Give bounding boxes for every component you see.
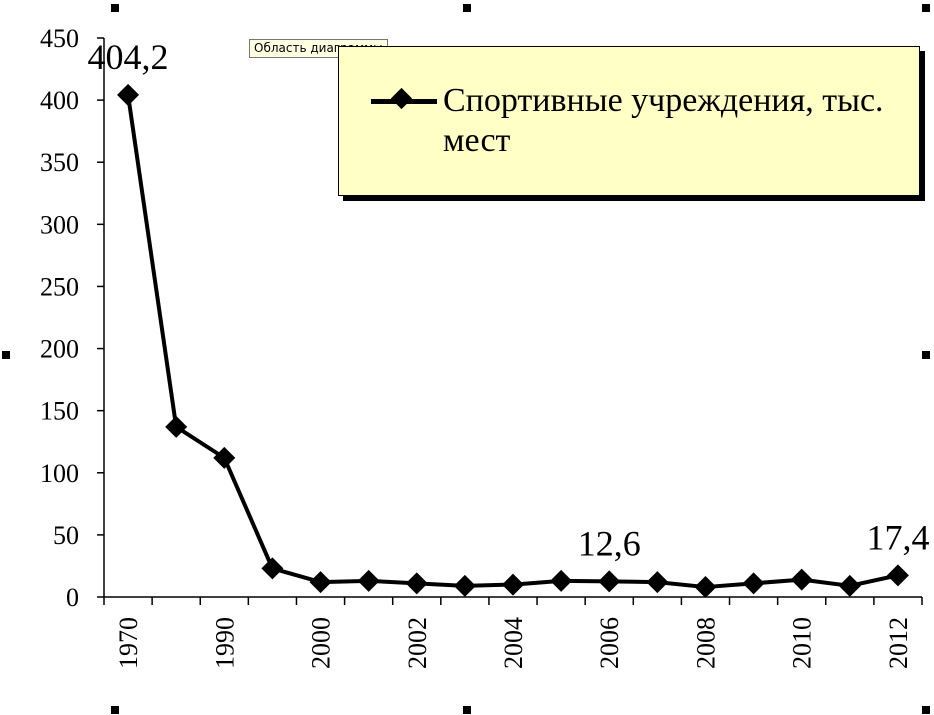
series-layer (117, 83, 909, 599)
y-tick-label: 50 (53, 521, 79, 550)
selection-handle (922, 706, 930, 714)
data-label: 12,6 (578, 523, 641, 563)
y-tick-label: 0 (66, 583, 79, 612)
data-label: 17,4 (866, 517, 929, 557)
data-point-marker (790, 568, 813, 591)
y-tick-label: 200 (40, 335, 79, 364)
x-tick-label: 2004 (499, 617, 528, 669)
y-tick-label: 100 (40, 459, 79, 488)
data-point-marker (261, 557, 284, 580)
data-point-marker (117, 83, 140, 106)
selection-handle (111, 4, 119, 12)
data-point-marker (646, 571, 669, 594)
x-tick-label: 2006 (595, 617, 624, 669)
x-tick-label: 1990 (210, 617, 239, 669)
data-point-marker (838, 574, 861, 597)
x-tick-label: 2008 (691, 617, 720, 669)
selection-handle (111, 706, 119, 714)
data-point-marker (357, 569, 380, 592)
y-tick-label: 350 (40, 148, 79, 177)
axes (97, 37, 923, 605)
legend-label: Спортивные учреждения, тыс. мест (443, 82, 884, 159)
x-tick-label: 1970 (114, 617, 143, 669)
y-tick-label: 300 (40, 210, 79, 239)
legend[interactable]: Спортивные учреждения, тыс. мест (338, 46, 920, 196)
y-tick-label: 450 (40, 24, 79, 53)
x-tick-label: 2002 (403, 617, 432, 669)
legend-diamond-marker-icon (390, 87, 413, 110)
x-tick-label: 2012 (884, 617, 913, 669)
data-point-marker (165, 415, 188, 438)
selection-handle (922, 4, 930, 12)
y-tick-label: 150 (40, 397, 79, 426)
selection-handle (922, 351, 930, 359)
selection-handles (2, 4, 930, 714)
data-point-marker (309, 571, 332, 594)
data-point-marker (694, 576, 717, 599)
y-tick-label: 250 (40, 272, 79, 301)
data-point-marker (213, 446, 236, 469)
x-tick-label: 2000 (307, 617, 336, 669)
y-tick-label: 400 (40, 86, 79, 115)
tick-labels: 0 50 100 150 200 250 300 350 400 450 1970 1990 2000 2… (40, 24, 913, 669)
data-point-marker (598, 570, 621, 593)
data-point-marker (405, 572, 428, 595)
selection-handle (2, 351, 10, 359)
data-point-marker (742, 572, 765, 595)
selection-handle (463, 4, 471, 12)
selection-handle (463, 706, 471, 714)
data-point-marker (502, 573, 524, 596)
data-labels: 404,2 12,6 17,4 (88, 37, 930, 563)
data-point-marker (453, 574, 476, 597)
x-tick-label: 2010 (788, 617, 817, 669)
data-point-marker (886, 564, 909, 587)
data-point-marker (550, 569, 573, 592)
data-label: 404,2 (88, 37, 169, 77)
